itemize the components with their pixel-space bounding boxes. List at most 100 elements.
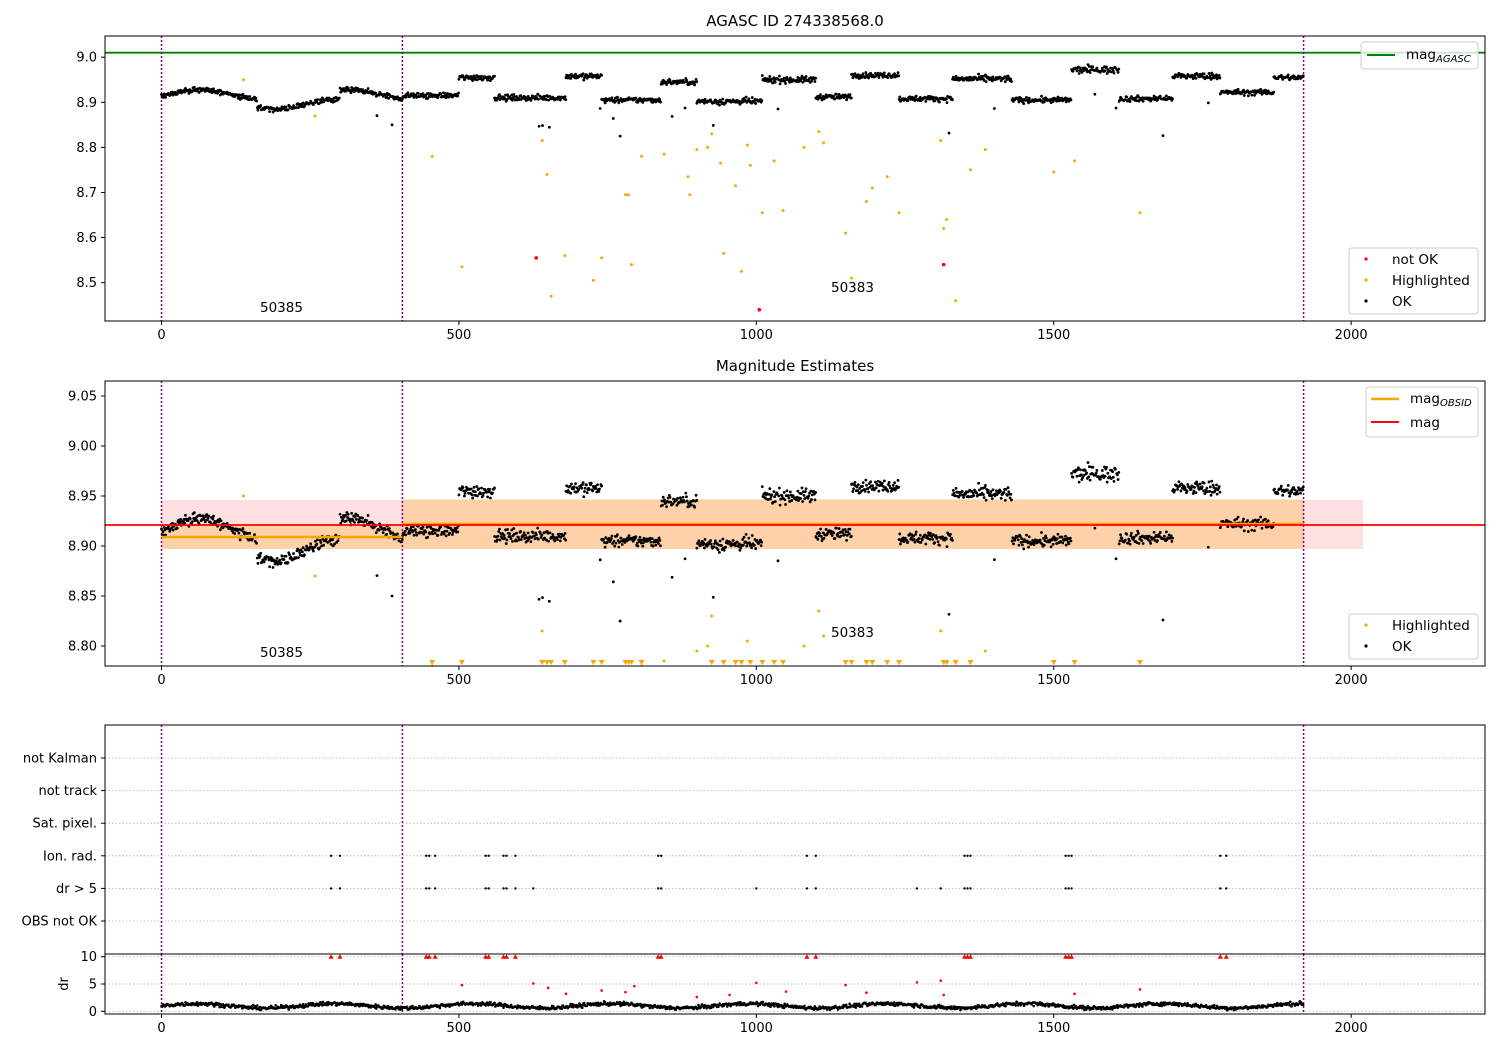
ok-point (1210, 480, 1213, 483)
ok-point (924, 543, 927, 546)
ok-point (1078, 481, 1081, 484)
ok-point (493, 487, 496, 490)
highlighted-point (592, 279, 595, 282)
ok-point (658, 536, 661, 539)
not-ok-point (534, 256, 538, 260)
ok-point (498, 528, 501, 531)
panel2-annotation-50385: 50385 (260, 645, 303, 661)
ok-point (1065, 544, 1068, 547)
ok-point (665, 505, 668, 508)
ok-point (754, 102, 757, 105)
ok-point (919, 534, 922, 537)
ok-point (1203, 73, 1206, 76)
ok-point (779, 82, 782, 85)
ok-point (938, 544, 941, 547)
ok-point (639, 536, 642, 539)
ok-point (951, 98, 954, 101)
ok-point (753, 544, 756, 547)
flag-point (339, 887, 341, 889)
highlighted-point (886, 175, 889, 178)
ok-point (671, 576, 674, 579)
ok-point (319, 541, 322, 544)
ok-point (1114, 468, 1117, 471)
ok-point (849, 528, 852, 531)
ok-point (406, 528, 409, 531)
ok-point (257, 562, 260, 565)
ok-point (914, 533, 917, 536)
highlighted-point (545, 173, 548, 176)
ok-point (1116, 474, 1119, 477)
ok-point (774, 81, 777, 84)
ok-point (396, 532, 399, 535)
flag-point (487, 855, 489, 857)
ok-point (1218, 485, 1221, 488)
ok-point (938, 101, 941, 104)
ok-point (564, 95, 567, 98)
ok-point (747, 537, 750, 540)
ok-point (337, 539, 340, 542)
ok-point (654, 544, 657, 547)
ok-point (348, 518, 351, 521)
ok-point (280, 561, 283, 564)
panel1-annotation-50385: 50385 (260, 300, 303, 316)
ok-point (695, 494, 698, 497)
panel2-xtick-label: 0 (157, 673, 165, 688)
ok-point (770, 493, 773, 496)
ok-point (718, 104, 721, 107)
ok-point (709, 539, 712, 542)
flag-category-label: dr > 5 (56, 882, 97, 897)
ok-point (202, 514, 205, 517)
ok-point (413, 534, 416, 537)
ok-point (869, 480, 872, 483)
ok-point (881, 482, 884, 485)
ok-point (797, 499, 800, 502)
ok-point (1118, 539, 1121, 542)
ok-point (1042, 537, 1045, 540)
ok-point (777, 495, 780, 498)
ok-point (684, 492, 687, 495)
ok-point (445, 534, 448, 537)
ok-point (212, 87, 215, 90)
ok-point (1105, 65, 1108, 68)
ok-point (1104, 475, 1107, 478)
ok-point (616, 533, 619, 536)
ok-point (1111, 470, 1114, 473)
ok-point (877, 76, 880, 79)
ok-point (473, 486, 476, 489)
ok-point (1296, 493, 1299, 496)
ok-point (982, 493, 985, 496)
highlighted-point (939, 139, 942, 142)
ok-point (1272, 91, 1275, 94)
ok-point (606, 541, 609, 544)
flag-point (1070, 887, 1072, 889)
ok-point (354, 516, 357, 519)
ok-point (479, 492, 482, 495)
highlighted-point (746, 144, 749, 147)
flag-point (755, 887, 757, 889)
dr-point (439, 1007, 442, 1010)
ok-point (451, 533, 454, 536)
ok-point (302, 546, 305, 549)
ok-point (724, 546, 727, 549)
ok-point (710, 543, 713, 546)
ok-point (897, 479, 900, 482)
ok-point (602, 538, 605, 541)
ok-point (1209, 74, 1212, 77)
ok-point (616, 96, 619, 99)
ok-point (263, 561, 266, 564)
ok-point (972, 494, 975, 497)
ok-point (1010, 80, 1013, 83)
ok-point (350, 512, 353, 515)
ok-point (946, 545, 949, 548)
ok-point (713, 545, 716, 548)
legend-not-ok-label: not OK (1392, 252, 1439, 268)
ok-point (519, 530, 522, 533)
panel2-ytick-label: 8.90 (68, 540, 97, 555)
ok-point (805, 75, 808, 78)
ok-point (861, 485, 864, 488)
highlighted-point (865, 200, 868, 203)
ok-point (992, 488, 995, 491)
highlighted-point (624, 193, 627, 196)
ok-point (1004, 499, 1007, 502)
